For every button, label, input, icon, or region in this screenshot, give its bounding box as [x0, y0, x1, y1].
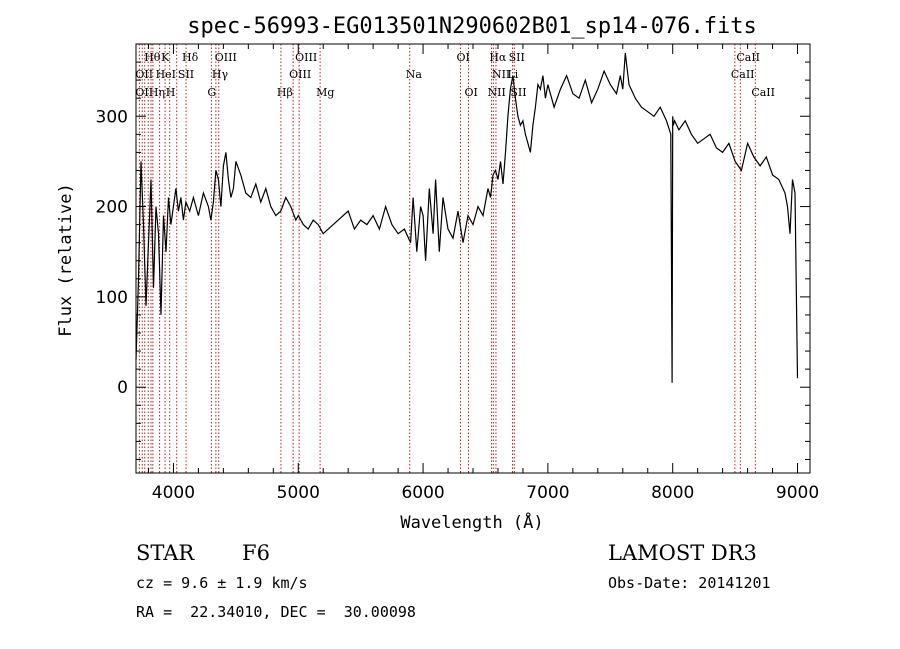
line-label-20: H [166, 86, 176, 99]
line-label-27: CaII [751, 86, 775, 99]
spectrum-line [135, 52, 799, 383]
line-label-13: OIII [289, 68, 311, 81]
line-label-19: Hη [149, 86, 165, 99]
x-tick-label-5: 9000 [776, 483, 819, 503]
line-label-11: SII [178, 68, 194, 81]
line-label-12: Hγ [212, 68, 229, 81]
line-label-21: G [207, 86, 216, 99]
y-tick-label-3: 300 [96, 107, 128, 127]
line-label-26: SII [510, 86, 526, 99]
survey-name: LAMOST DR3 [608, 541, 757, 565]
observation-date: Obs-Date: 20141201 [608, 574, 771, 592]
x-tick-label-1: 5000 [277, 483, 320, 503]
line-label-18: OII [135, 86, 153, 99]
line-label-7: SII [509, 51, 525, 64]
line-label-24: OI [465, 86, 478, 99]
line-label-0: Hθ [144, 51, 161, 64]
line-label-4: OIII [295, 51, 317, 64]
x-axis-ticks: 4000 5000 6000 7000 8000 9000 [147, 44, 819, 503]
line-label-16: Li [507, 68, 518, 81]
line-label-8: CaII [736, 51, 760, 64]
chart-title: spec-56993-EG013501N290602B01_sp14-076.f… [187, 14, 757, 39]
object-class: STAR [136, 541, 195, 565]
line-label-9: OII [135, 68, 153, 81]
line-label-14: Na [406, 68, 423, 81]
x-tick-label-2: 6000 [401, 483, 444, 503]
y-tick-label-1: 100 [96, 288, 128, 308]
line-label-23: Mg [316, 86, 334, 99]
x-axis-label: Wavelength (Å) [400, 511, 543, 533]
line-label-10: HeI [156, 68, 176, 81]
y-axis-label: Flux (relative) [56, 183, 76, 337]
line-label-17: CaII [731, 68, 755, 81]
redshift-velocity: cz = 9.6 ± 1.9 km/s [136, 574, 308, 592]
ra-dec: RA = 22.34010, DEC = 30.00098 [136, 603, 416, 621]
line-label-3: OIII [215, 51, 237, 64]
line-label-2: Hδ [182, 51, 199, 64]
y-tick-label-0: 0 [117, 378, 128, 398]
line-label-15: NII [492, 68, 510, 81]
x-tick-label-3: 7000 [526, 483, 569, 503]
emission-line-markers [138, 44, 756, 473]
line-label-22: Hβ [277, 86, 293, 99]
plot-frame [135, 43, 811, 474]
x-tick-label-4: 8000 [651, 483, 694, 503]
line-label-6: Hα [489, 51, 507, 64]
y-tick-label-2: 200 [96, 198, 128, 218]
object-subclass: F6 [242, 541, 270, 565]
line-label-1: K [161, 51, 170, 64]
y-axis-ticks: 0 100 200 300 [96, 61, 810, 460]
x-tick-label-0: 4000 [152, 483, 195, 503]
line-label-5: OI [457, 51, 470, 64]
line-label-25: NII [487, 86, 505, 99]
